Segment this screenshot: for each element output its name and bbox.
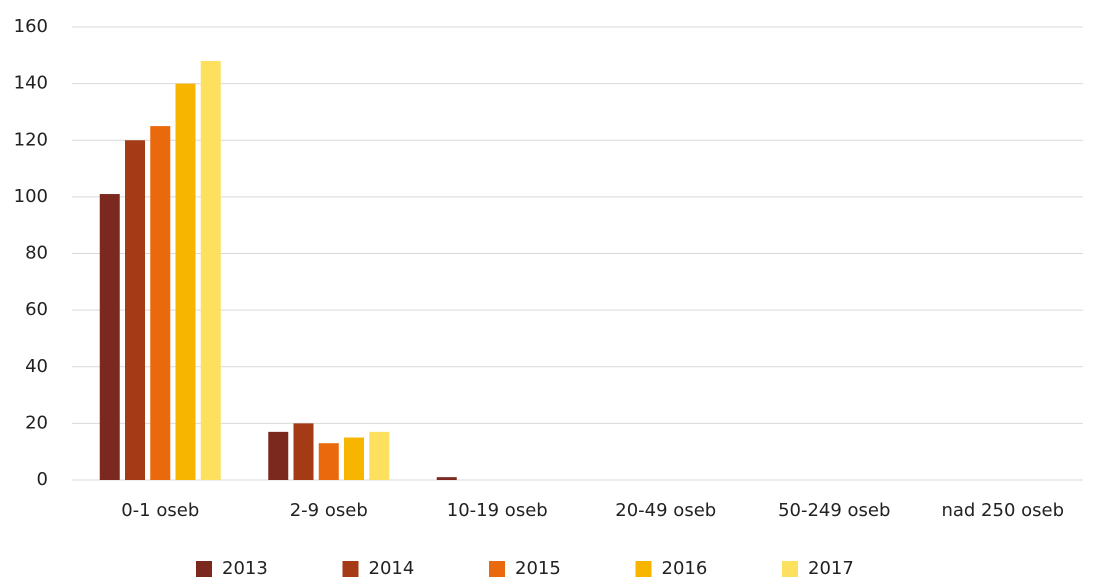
y-tick-label: 60 bbox=[25, 299, 48, 320]
legend-swatch bbox=[635, 561, 652, 577]
bar bbox=[175, 83, 196, 480]
x-tick-label: 10-19 oseb bbox=[447, 500, 548, 521]
bar bbox=[268, 431, 289, 480]
legend-label: 2014 bbox=[369, 558, 415, 579]
bar bbox=[125, 140, 145, 480]
x-tick-label: 0-1 oseb bbox=[121, 500, 199, 521]
bar bbox=[436, 477, 457, 480]
legend-label: 2017 bbox=[808, 558, 854, 579]
bar bbox=[200, 60, 221, 480]
bar bbox=[369, 431, 390, 480]
legend-swatch bbox=[196, 561, 212, 577]
x-tick-label: 20-49 oseb bbox=[615, 500, 716, 521]
legend-label: 2013 bbox=[222, 558, 268, 579]
legend-label: 2015 bbox=[515, 558, 561, 579]
bar bbox=[318, 443, 339, 480]
y-tick-label: 80 bbox=[25, 243, 48, 264]
bar bbox=[150, 126, 171, 480]
y-tick-label: 140 bbox=[14, 73, 48, 94]
y-tick-label: 120 bbox=[14, 129, 48, 150]
y-tick-label: 0 bbox=[37, 469, 48, 490]
y-tick-label: 40 bbox=[25, 356, 48, 377]
legend-swatch bbox=[489, 561, 505, 577]
y-tick-label: 160 bbox=[14, 16, 48, 37]
legend-label: 2016 bbox=[662, 558, 708, 579]
legend-swatch bbox=[342, 561, 359, 577]
bar bbox=[99, 194, 120, 480]
x-tick-label: 50-249 oseb bbox=[778, 500, 890, 521]
y-tick-label: 100 bbox=[14, 186, 48, 207]
bar bbox=[293, 423, 314, 480]
x-tick-label: 2-9 oseb bbox=[290, 500, 368, 521]
x-tick-label: nad 250 oseb bbox=[941, 500, 1064, 521]
y-tick-label: 20 bbox=[25, 412, 48, 433]
bar bbox=[344, 437, 364, 480]
legend-swatch bbox=[782, 561, 798, 577]
